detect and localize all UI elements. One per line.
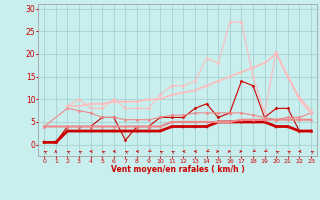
X-axis label: Vent moyen/en rafales ( km/h ): Vent moyen/en rafales ( km/h )	[111, 165, 244, 174]
